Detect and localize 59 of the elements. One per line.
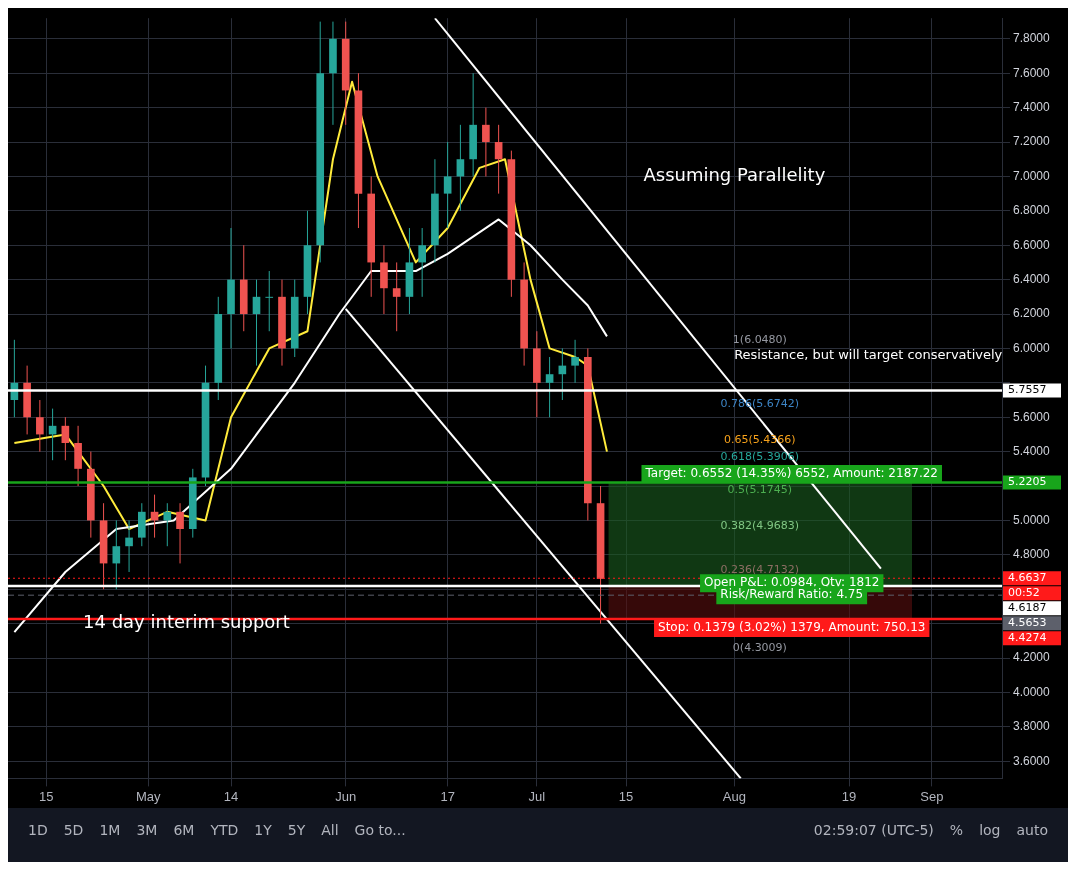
y-tick-label: 4.2000 [1013,650,1051,665]
text: 3M [136,822,158,840]
y-tick-label: 5.6000 [1013,409,1051,424]
ref-line-label: 5.7557 [1008,383,1047,397]
text: Go to... [354,822,406,840]
y-tick-label: 7.2000 [1013,134,1051,149]
ref-line-label: 5.2205 [1008,475,1047,489]
y-tick-label: 5.0000 [1013,512,1051,527]
x-tick-label: Aug [722,788,746,804]
annotation: Risk/Reward Ratio: 4.75 [720,587,864,602]
annotation: 0.382(4.9683) [720,518,800,532]
x-tick-label: May [135,788,161,804]
ref-line-label: 4.5653 [1008,616,1047,630]
y-tick-label: 3.6000 [1013,753,1051,768]
text: All [321,822,339,840]
x-tick-label: 15 [618,788,634,804]
ref-line-label: 4.6637 [1008,571,1047,585]
annotation: Resistance, but will target conservatively [734,346,1003,362]
ref-line-label: 4.4274 [1008,631,1047,645]
text: 1M [99,822,121,840]
y-tick-label: 5.4000 [1013,443,1051,458]
text: 00:52 [1008,586,1040,600]
annotation: Assuming Parallelity [643,164,826,186]
y-tick-label: 7.0000 [1013,168,1051,183]
x-tick-label: Jun [335,788,357,804]
text: 5D [63,822,84,840]
annotation: 0.5(5.1745) [727,483,793,497]
y-tick-label: 3.8000 [1013,719,1051,734]
text: 1Y [254,822,272,840]
annotation: Target: 0.6552 (14.35%) 6552, Amount: 2187.22 [644,466,938,481]
annotation: Stop: 0.1379 (3.02%) 1379, Amount: 750.13 [658,620,926,635]
text: 6M [173,822,195,840]
annotation: 1(6.0480) [732,333,787,347]
y-tick-label: 7.6000 [1013,65,1051,80]
y-tick-label: 4.0000 [1013,684,1051,699]
text: auto [1016,822,1048,840]
text: 02:59:07 (UTC-5) [813,822,934,840]
text: 1D [28,822,48,840]
x-tick-label: 19 [841,788,857,804]
y-tick-label: 7.4000 [1013,99,1051,114]
y-tick-label: 6.6000 [1013,237,1051,252]
x-tick-label: 15 [39,788,54,804]
y-tick-label: 6.8000 [1013,203,1051,218]
x-tick-label: 17 [440,788,455,804]
y-tick-label: 7.8000 [1013,31,1051,46]
x-tick-label: 14 [223,788,239,804]
text: % [949,822,964,840]
x-tick-label: Jul [528,788,546,804]
annotation: 0(4.3009) [732,640,787,654]
y-tick-label: 4.8000 [1013,547,1051,562]
text: YTD [210,822,239,840]
y-tick-label: 6.4000 [1013,271,1051,286]
x-tick-label: Sep [920,788,944,804]
y-tick-label: 6.0000 [1013,340,1051,355]
annotation: 0.236(4.7132) [720,562,800,576]
text: log [979,822,1001,840]
y-tick-label: 6.2000 [1013,306,1051,321]
ref-line-label: 4.6187 [1008,601,1047,615]
text: 5Y [287,822,306,840]
